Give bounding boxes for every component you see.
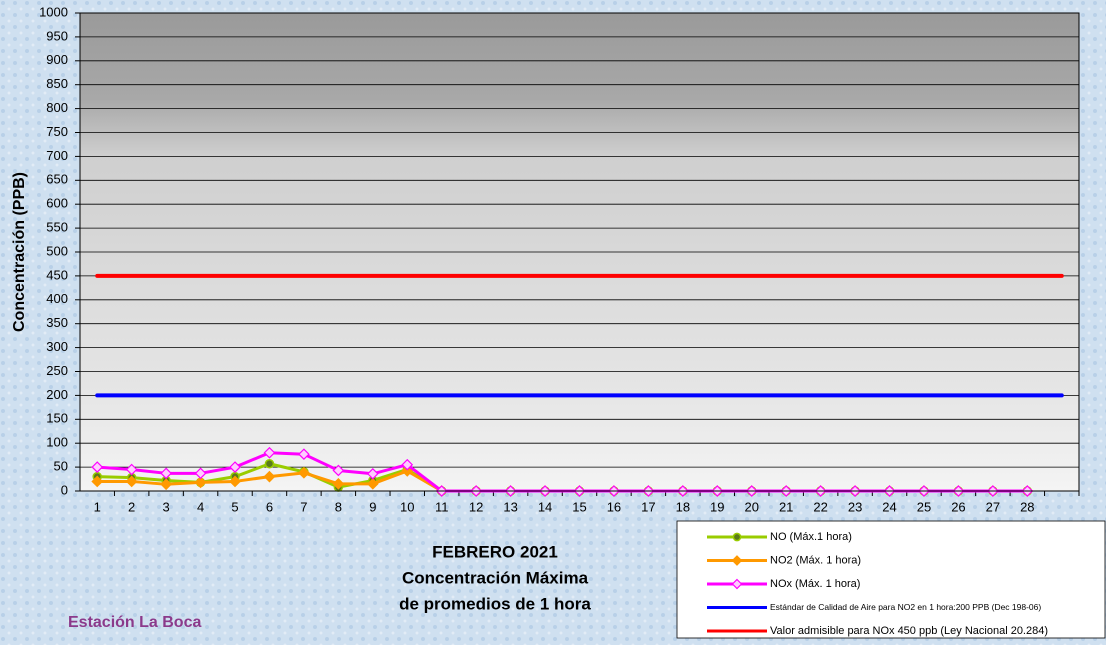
- marker: [160, 467, 172, 480]
- plot-border: [79, 12, 1080, 492]
- chart-subtitle: Concentración Máxima: [402, 568, 589, 587]
- marker: [125, 475, 138, 488]
- y-tick-label: 550: [46, 220, 68, 235]
- legend-label: Valor admisible para NOx 450 ppb (Ley Na…: [770, 625, 1048, 637]
- legend-label: NO (Máx.1 hora): [770, 531, 852, 543]
- x-tick-label: 2: [128, 499, 135, 514]
- y-tick-label: 100: [46, 435, 68, 450]
- x-tick-label: 25: [917, 499, 931, 514]
- y-tick-label: 300: [46, 339, 68, 354]
- marker: [263, 470, 276, 483]
- y-tick-label: 650: [46, 172, 68, 187]
- chart-title: FEBRERO 2021: [432, 542, 558, 561]
- x-tick-label: 19: [710, 499, 724, 514]
- marker: [732, 532, 742, 542]
- x-tick-label: 4: [197, 499, 204, 514]
- y-tick-label: 500: [46, 243, 68, 258]
- x-tick-label: 12: [469, 499, 483, 514]
- marker: [298, 466, 310, 479]
- x-tick-label: 5: [231, 499, 238, 514]
- x-tick-label: 13: [503, 499, 517, 514]
- marker: [91, 475, 104, 488]
- marker: [263, 446, 276, 459]
- marker: [125, 463, 138, 476]
- x-tick-label: 3: [163, 499, 170, 514]
- marker: [194, 467, 207, 480]
- marker: [366, 467, 379, 480]
- marker: [229, 475, 241, 488]
- marker: [160, 478, 172, 491]
- marker: [91, 461, 104, 473]
- x-tick-label: 1: [94, 499, 101, 514]
- x-tick-label: 28: [1020, 499, 1034, 514]
- y-tick-label: 150: [46, 411, 68, 426]
- legend-label: NOx (Máx. 1 hora): [770, 578, 860, 590]
- x-tick-label: 26: [951, 499, 965, 514]
- marker: [194, 476, 207, 489]
- y-tick-label: 700: [46, 148, 68, 163]
- x-tick-label: 22: [813, 499, 827, 514]
- x-tick-label: 9: [369, 499, 376, 514]
- x-tick-label: 11: [435, 499, 449, 514]
- marker: [731, 555, 743, 566]
- y-tick-label: 900: [46, 52, 68, 67]
- y-tick-label: 800: [46, 100, 68, 115]
- x-tick-label: 10: [400, 499, 414, 514]
- x-tick-label: 20: [745, 499, 759, 514]
- y-tick-label: 950: [46, 28, 68, 43]
- x-tick-label: 14: [538, 499, 552, 514]
- x-tick-label: 18: [676, 499, 690, 514]
- legend-label: NO2 (Máx. 1 hora): [770, 554, 861, 566]
- marker: [401, 465, 414, 477]
- y-axis-label: Concentración (PPB): [11, 172, 28, 332]
- y-tick-label: 1000: [39, 4, 68, 19]
- legend-items: NO (Máx.1 hora) NO2 (Máx. 1 hora) NOx (Máx…: [707, 531, 1048, 637]
- x-tick-label: 17: [641, 499, 655, 514]
- y-tick-label: 200: [46, 387, 68, 402]
- y-tick-label: 750: [46, 124, 68, 139]
- marker: [264, 459, 275, 469]
- legend-label: Estándar de Calidad de Aire para NO2 en …: [770, 602, 1041, 612]
- y-tick-label: 250: [46, 363, 68, 378]
- chart-subtitle: de promedios de 1 hora: [399, 594, 591, 613]
- y-tick-label: 850: [46, 76, 68, 91]
- x-tick-label: 23: [848, 499, 862, 514]
- x-tick-label: 21: [779, 499, 793, 514]
- y-tick-label: 600: [46, 196, 68, 211]
- x-tick-label: 16: [607, 499, 621, 514]
- marker: [332, 464, 345, 477]
- marker: [731, 578, 743, 590]
- marker: [332, 477, 345, 490]
- y-tick-label: 400: [46, 291, 68, 306]
- station-label: Estación La Boca: [68, 614, 201, 631]
- y-tick-label: 0: [61, 482, 68, 497]
- x-tick-label: 15: [572, 499, 586, 514]
- x-tick-label: 8: [335, 499, 342, 514]
- x-tick-label: 6: [266, 499, 273, 514]
- legend: [676, 520, 1106, 639]
- marker: [298, 448, 310, 461]
- y-tick-label: 450: [46, 267, 68, 282]
- marker: [366, 477, 379, 490]
- x-tick-label: 7: [300, 499, 307, 514]
- y-tick-label: 350: [46, 315, 68, 330]
- marker: [229, 461, 241, 473]
- y-tick-label: 50: [54, 459, 68, 474]
- x-tick-label: 24: [882, 499, 896, 514]
- x-tick-label: 27: [986, 499, 1000, 514]
- marker: [401, 458, 414, 471]
